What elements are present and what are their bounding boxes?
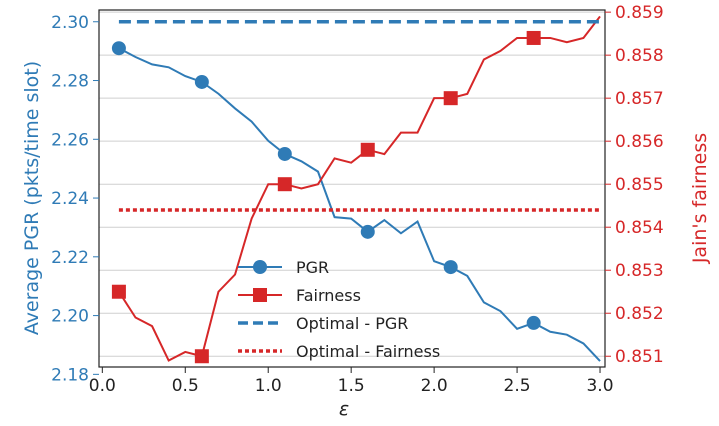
y-left-tick-label-5: 2.28 <box>51 72 89 92</box>
x-tick-label-3: 1.5 <box>338 376 365 396</box>
series-line-fairness <box>118 15 601 362</box>
grid-layer <box>99 11 605 357</box>
y-left-tick-label-0: 2.18 <box>51 365 89 385</box>
pgr-marker-2 <box>277 146 292 161</box>
y-right-tick-label-6: 0.857 <box>615 89 664 109</box>
y-right-tick-label-5: 0.856 <box>615 132 664 152</box>
x-tick-label-6: 3.0 <box>586 376 613 396</box>
fairness-marker-0 <box>111 284 126 299</box>
fairness-marker-2 <box>277 177 292 192</box>
y-axis-right-label: Jain's fairness <box>689 133 711 264</box>
x-tick-label-0: 0.0 <box>89 376 116 396</box>
x-tick-label-4: 2.0 <box>421 376 448 396</box>
y-left-tick-label-2: 2.22 <box>51 248 89 268</box>
x-tick-label-2: 1.0 <box>255 376 282 396</box>
axes-layer <box>98 9 606 368</box>
y-right-tick-label-7: 0.858 <box>615 46 664 66</box>
pgr-marker-0 <box>111 41 126 56</box>
y-right-tick-label-0: 0.851 <box>615 347 664 367</box>
y-right-tick-label-3: 0.854 <box>615 218 664 238</box>
x-tick-label-5: 2.5 <box>504 376 531 396</box>
pgr-marker-3 <box>360 224 375 239</box>
legend-label-optimal-fairness: Optimal - Fairness <box>296 342 440 361</box>
y-right-tick-label-2: 0.853 <box>615 261 664 281</box>
y-right-tick-label-8: 0.859 <box>615 3 664 23</box>
series-layer <box>111 15 601 364</box>
legend-label-optimal-pgr: Optimal - PGR <box>296 314 408 333</box>
y-left-tick-label-6: 2.30 <box>51 13 89 33</box>
pgr-marker-4 <box>443 260 458 275</box>
y-axis-left-label: Average PGR (pkts/time slot) <box>21 61 43 335</box>
fairness-marker-3 <box>360 142 375 157</box>
x-axis-label: ε <box>339 398 349 420</box>
y-right-tick-label-4: 0.855 <box>615 175 664 195</box>
legend-marker-pgr <box>253 260 267 274</box>
plot-frame <box>98 9 606 368</box>
y-left-tick-label-1: 2.20 <box>51 307 89 327</box>
pgr-marker-5 <box>526 315 541 330</box>
fairness-marker-5 <box>526 30 541 45</box>
legend-label-fairness: Fairness <box>296 286 361 305</box>
pgr-marker-1 <box>194 74 209 89</box>
fairness-marker-1 <box>194 349 209 364</box>
legend: PGR Fairness Optimal - PGR Optimal - Fai… <box>238 258 440 361</box>
ticks-layer: 0.0 0.5 1.0 1.5 2.0 2.5 3.0 2.18 2.20 2.22 2.24 2.2… <box>51 3 664 396</box>
y-right-tick-label-1: 0.852 <box>615 304 664 324</box>
x-tick-label-1: 0.5 <box>172 376 199 396</box>
fairness-marker-4 <box>443 91 458 106</box>
y-left-tick-label-3: 2.24 <box>51 189 89 209</box>
y-left-tick-label-4: 2.26 <box>51 130 89 150</box>
legend-marker-fairness <box>253 288 267 302</box>
legend-label-pgr: PGR <box>296 258 329 277</box>
